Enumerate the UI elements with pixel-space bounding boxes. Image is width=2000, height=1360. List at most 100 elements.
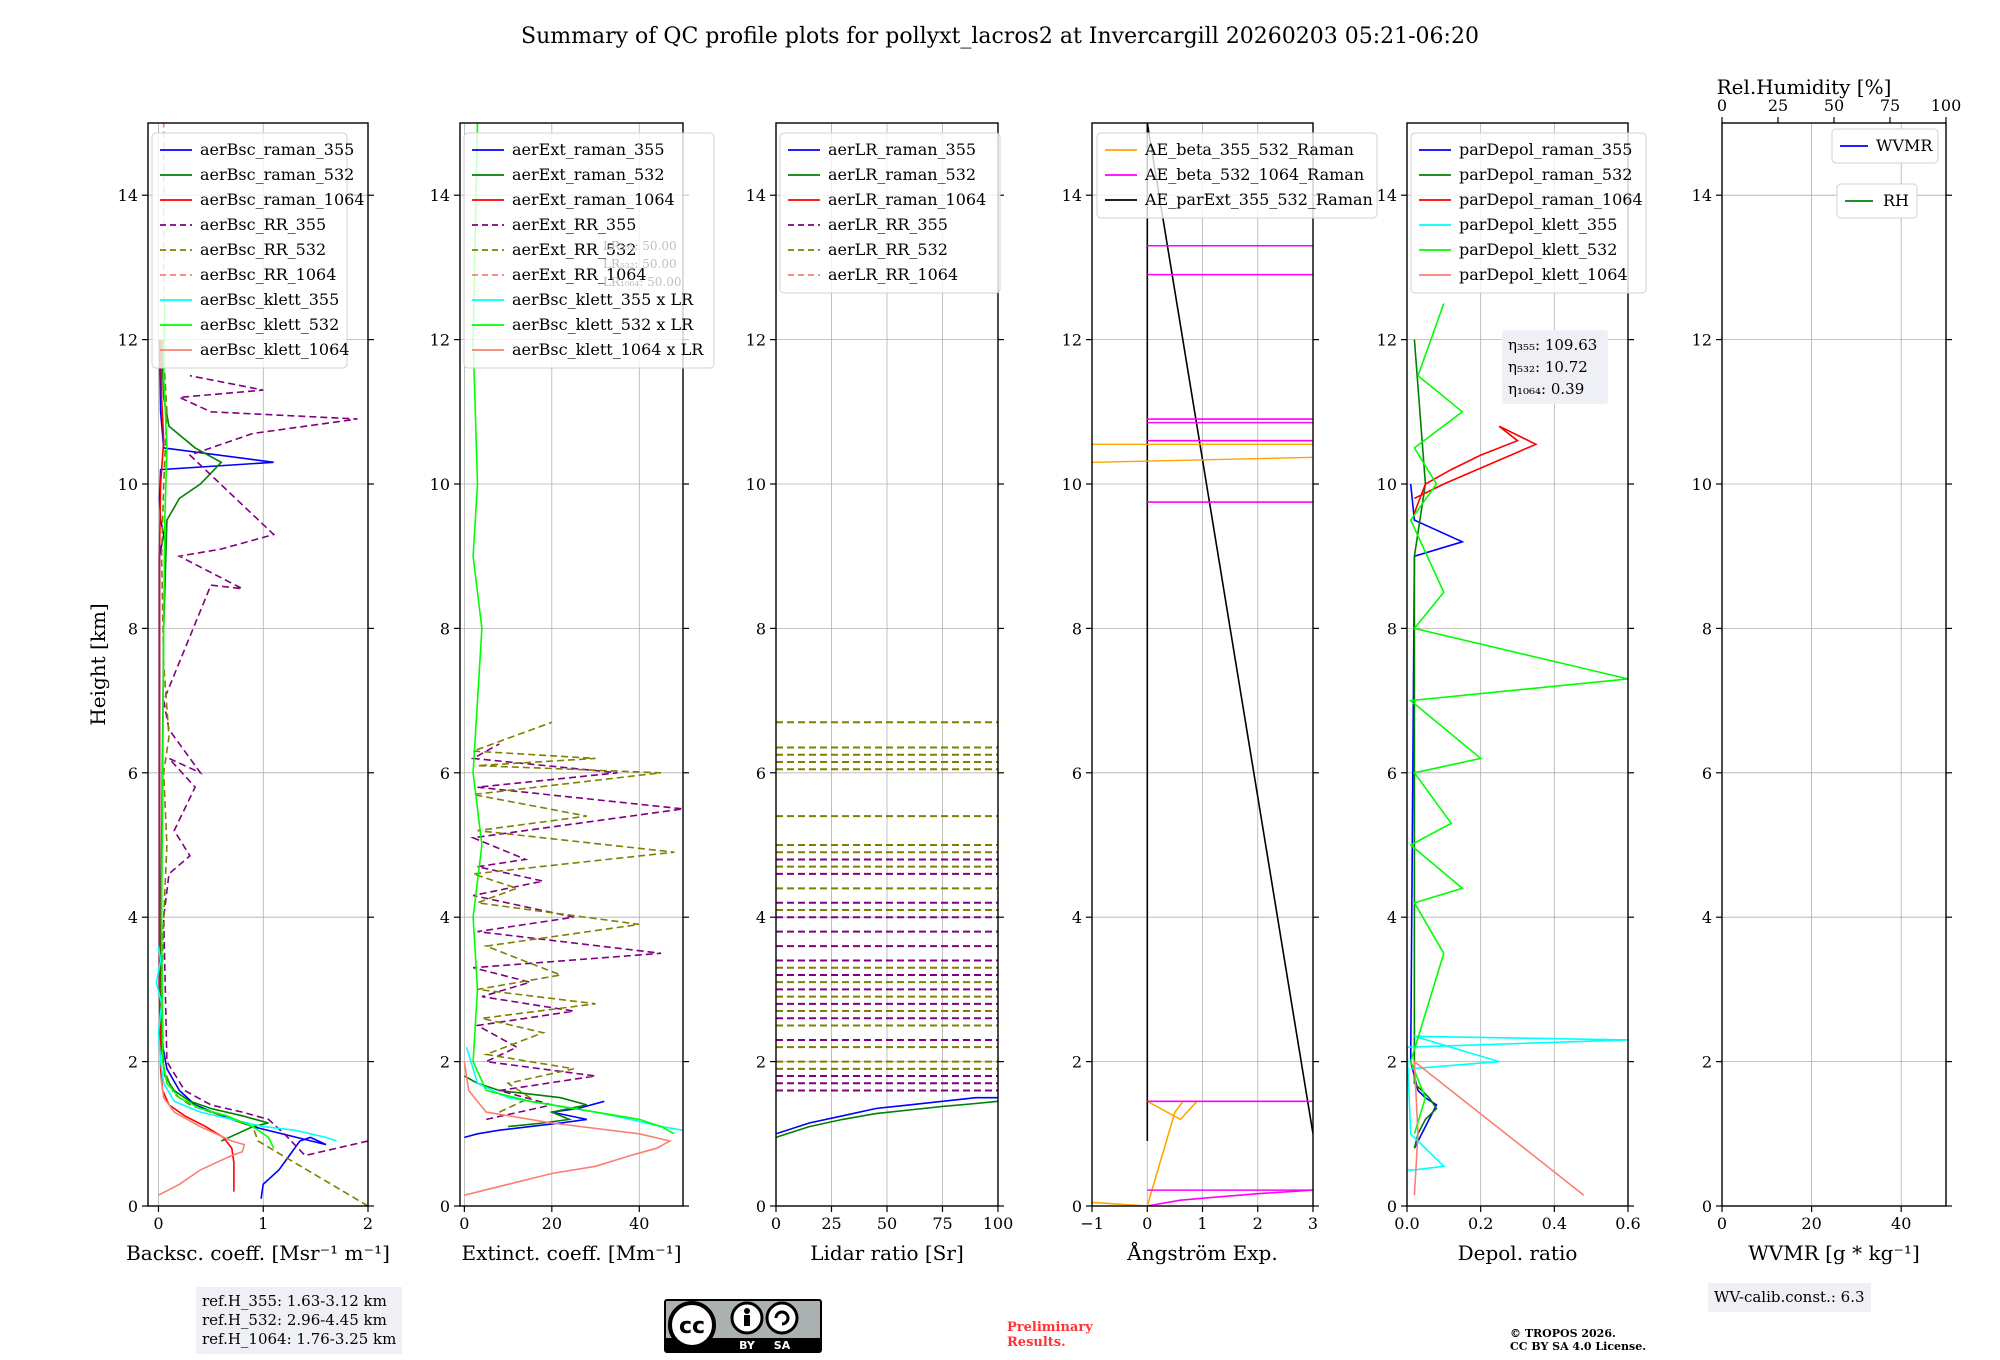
- legend-frame: [1410, 132, 1647, 294]
- y-tick-label-4: 8: [128, 619, 138, 638]
- badge-sa-label: SA: [774, 1339, 791, 1352]
- legend-label-aerBsc_raman_532: aerBsc_raman_532: [200, 165, 354, 184]
- y-tick-label-2: 4: [1387, 908, 1397, 927]
- series-aerBsc_raman_532: [159, 339, 269, 1142]
- legend-label-AE_beta_355_532_Raman: AE_beta_355_532_Raman: [1144, 140, 1354, 159]
- legend-label-aerLR_raman_532: aerLR_raman_532: [828, 165, 976, 184]
- eta-annotation-0: η₃₅₅: 109.63: [1508, 336, 1597, 354]
- cc-license-badge: cc BY SA: [664, 1299, 822, 1353]
- x-tick-label-1: 25: [821, 1214, 841, 1233]
- y-tick-label-5: 10: [1062, 475, 1082, 494]
- legend-label-AE_parExt_355_532_Raman: AE_parExt_355_532_Raman: [1144, 190, 1373, 209]
- panel-2: 0 20 40 Extinct. coeff. [Mm⁻¹] 0 2 4 6 8 10 12 14 ae…: [430, 122, 715, 1265]
- legend: AE_beta_355_532_Raman AE_beta_532_1064_Ra…: [1096, 132, 1378, 219]
- legend-label-parDepol_raman_1064: parDepol_raman_1064: [1459, 190, 1643, 209]
- series-parDepol_raman_1064: [1413, 425, 1538, 514]
- legend-label-aerLR_RR_532: aerLR_RR_532: [828, 240, 948, 259]
- legend: aerExt_raman_355 aerExt_raman_532 aerExt_r…: [463, 132, 715, 369]
- y-tick-label-7: 14: [1692, 186, 1712, 205]
- copyright-line-1: © TROPOS 2026.: [1510, 1327, 1616, 1340]
- series-group: [776, 721, 998, 1139]
- x-axis-label: Backsc. coeff. [Msr⁻¹ m⁻¹]: [126, 1241, 390, 1265]
- wv-calib-constant: WV-calib.const.: 6.3: [1714, 1288, 1865, 1306]
- series-aerBsc_klett_355: [155, 945, 337, 1142]
- top-tick-label-2: 50: [1824, 96, 1844, 115]
- legend-label-RH: RH: [1883, 191, 1909, 210]
- y-tick-label-3: 6: [128, 764, 138, 783]
- axes-frame: [1406, 122, 1629, 1207]
- legend-label-parDepol_klett_355: parDepol_klett_355: [1459, 215, 1617, 234]
- x-tick-label-1: 20: [542, 1214, 562, 1233]
- y-tick-label-6: 12: [1377, 331, 1397, 350]
- x-tick-label-0: 0: [1717, 1214, 1727, 1233]
- legend-label-aerBsc_klett_355 x LR: aerBsc_klett_355 x LR: [512, 290, 694, 309]
- y-tick-label-6: 12: [746, 331, 766, 350]
- legend-label-aerBsc_raman_355: aerBsc_raman_355: [200, 140, 354, 159]
- y-tick-label-2: 4: [1702, 908, 1712, 927]
- x-tick-label-0: 0.0: [1394, 1214, 1419, 1233]
- series-aerBsc_klett_532 x LR: [472, 123, 675, 1135]
- copyright-line-2: CC BY SA 4.0 License.: [1510, 1340, 1646, 1353]
- y-tick-label-4: 8: [756, 619, 766, 638]
- series-parDepol_raman_532: [1413, 339, 1438, 1149]
- series-parDepol_klett_355: [1407, 1035, 1628, 1171]
- legend-label-aerExt_RR_532: aerExt_RR_532: [512, 240, 636, 259]
- x-axis-label: WVMR [g * kg⁻¹]: [1748, 1241, 1920, 1265]
- y-tick-label-5: 10: [118, 475, 138, 494]
- lidar-ratio-annotation-0: LR₃₅₅: 50.00: [603, 239, 677, 253]
- series-aerBsc_klett_355 x LR: [465, 1046, 683, 1131]
- series-aerLR_raman_532: [776, 1100, 998, 1139]
- legend-label-aerBsc_RR_532: aerBsc_RR_532: [200, 240, 326, 259]
- y-axis-label: Height [km]: [86, 603, 110, 725]
- series-aerBsc_klett_1064: [158, 1075, 246, 1196]
- legend-label-aerBsc_klett_355: aerBsc_klett_355: [200, 290, 339, 309]
- legend-label-parDepol_klett_532: parDepol_klett_532: [1459, 240, 1617, 259]
- legend-label-aerBsc_raman_1064: aerBsc_raman_1064: [200, 190, 365, 209]
- series-group: [1092, 123, 1313, 1206]
- legend-frame: [151, 132, 348, 369]
- y-tick-label-5: 10: [746, 475, 766, 494]
- preliminary-line-2: Results.: [1007, 1335, 1066, 1350]
- series-aerExt_RR_355: [470, 743, 683, 1121]
- y-tick-label-3: 6: [440, 764, 450, 783]
- x-tick-label-2: 0.4: [1542, 1214, 1567, 1233]
- cc-icon-text: cc: [679, 1314, 705, 1339]
- legend: aerBsc_raman_355 aerBsc_raman_532 aerBsc_r…: [151, 132, 365, 369]
- legend: aerLR_raman_355 aerLR_raman_532 aerLR_rama…: [779, 132, 1001, 294]
- series-group: [155, 123, 368, 1206]
- legend-label-aerExt_raman_355: aerExt_raman_355: [512, 140, 665, 159]
- y-tick-label-6: 12: [118, 331, 138, 350]
- y-tick-label-0: 0: [756, 1197, 766, 1216]
- sa-share-icon: [765, 1301, 799, 1335]
- annotation-box: η₃₅₅: 109.63 η₅₃₂: 10.72 η₁₀₆₄: 0.39: [1502, 330, 1608, 404]
- legend-label-aerLR_RR_355: aerLR_RR_355: [828, 215, 948, 234]
- ref-height-1064: ref.H_1064: 1.76-3.25 km: [202, 1330, 397, 1348]
- y-tick-label-5: 10: [1692, 475, 1712, 494]
- y-tick-label-7: 14: [1377, 186, 1397, 205]
- legend-label-parDepol_raman_355: parDepol_raman_355: [1459, 140, 1632, 159]
- top-tick-label-0: 0: [1717, 96, 1727, 115]
- x-tick-label-2: 50: [877, 1214, 897, 1233]
- legend-label-parDepol_raman_532: parDepol_raman_532: [1459, 165, 1632, 184]
- ref-height-355: ref.H_355: 1.63-3.12 km: [202, 1292, 387, 1310]
- ae-orange-line-1: [1092, 456, 1313, 464]
- cc-icon: [668, 1301, 716, 1349]
- series-AE_parExt_355_532_Raman: [1146, 123, 1313, 1141]
- y-tick-label-4: 8: [1072, 619, 1082, 638]
- panel-6: 0 20 40 WVMR [g * kg⁻¹] 0 2 4 6 8 10 12 14 0 25 50 75 10…: [1692, 75, 1962, 1265]
- legend-label-aerLR_RR_1064: aerLR_RR_1064: [828, 265, 958, 284]
- badge-by-label: BY: [739, 1339, 756, 1352]
- legend-label-aerExt_raman_1064: aerExt_raman_1064: [512, 190, 675, 209]
- y-tick-label-3: 6: [1072, 764, 1082, 783]
- y-tick-label-1: 2: [440, 1053, 450, 1072]
- x-tick-label-2: 40: [629, 1214, 649, 1233]
- y-tick-label-1: 2: [128, 1053, 138, 1072]
- eta-annotation-frame: [1502, 330, 1608, 404]
- x-tick-label-4: 100: [983, 1214, 1014, 1233]
- legend-frame: [1836, 183, 1918, 219]
- x-axis-label: Ångström Exp.: [1126, 1240, 1277, 1265]
- wv-calib-box: WV-calib.const.: 6.3: [1708, 1283, 1871, 1312]
- y-tick-label-1: 2: [756, 1053, 766, 1072]
- series-aerBsc_klett_1064 x LR: [463, 1061, 673, 1196]
